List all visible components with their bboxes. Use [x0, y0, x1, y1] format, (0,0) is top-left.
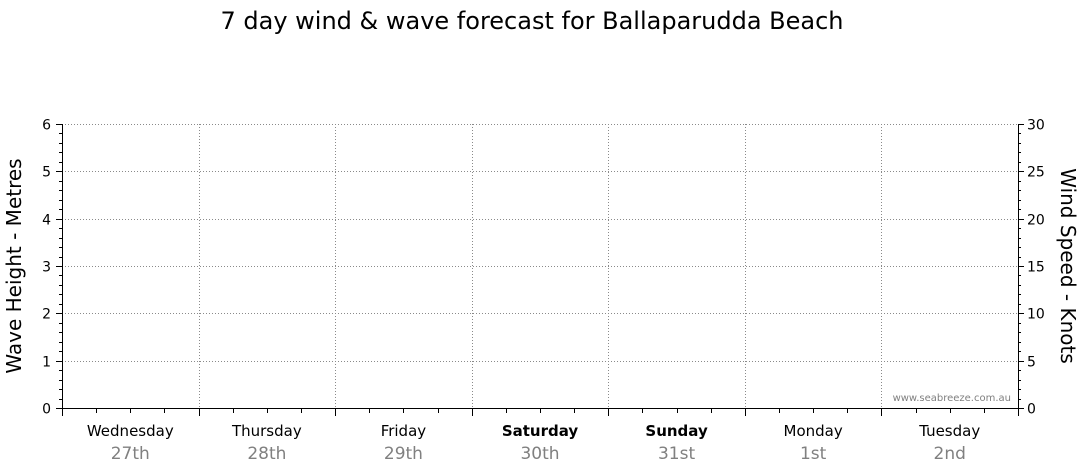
- right-axis-ticks: 0 5 10 15 20 25 30: [1018, 118, 1045, 418]
- grid: [62, 124, 1018, 408]
- left-tick-label: 0: [42, 402, 51, 418]
- right-tick-label: 30: [1027, 118, 1045, 134]
- day-date-label: 28th: [247, 444, 286, 464]
- day-date-label: 29th: [384, 444, 423, 464]
- left-tick-label: 3: [42, 260, 51, 276]
- day-name-label: Monday: [784, 422, 843, 440]
- day-name-label: Sunday: [645, 422, 708, 440]
- left-tick-label: 5: [42, 165, 51, 181]
- day-name-label: Tuesday: [918, 422, 980, 440]
- day-date-label: 30th: [520, 444, 559, 464]
- left-tick-label: 4: [42, 213, 51, 229]
- right-tick-label: 10: [1027, 307, 1045, 323]
- left-tick-label: 2: [42, 307, 51, 323]
- watermark: www.seabreeze.com.au: [893, 393, 1011, 404]
- day-date-label: 2nd: [934, 444, 966, 464]
- right-tick-label: 15: [1027, 260, 1045, 276]
- right-tick-label: 25: [1027, 165, 1045, 181]
- right-tick-label: 0: [1027, 402, 1036, 418]
- day-date-label: 27th: [111, 444, 150, 464]
- right-tick-label: 20: [1027, 213, 1045, 229]
- right-tick-label: 5: [1027, 355, 1036, 371]
- day-name-label: Saturday: [502, 422, 579, 440]
- left-axis-ticks: 0 1 2 3 4 5 6: [42, 118, 62, 418]
- day-date-label: 31st: [658, 444, 695, 464]
- left-axis-label: Wave Height - Metres: [2, 158, 26, 373]
- day-date-label: 1st: [800, 444, 827, 464]
- axes: [62, 124, 1019, 416]
- left-tick-label: 6: [42, 118, 51, 134]
- right-axis-label: Wind Speed - Knots: [1056, 168, 1080, 364]
- day-name-label: Wednesday: [87, 422, 174, 440]
- left-tick-label: 1: [42, 355, 51, 371]
- day-name-label: Thursday: [231, 422, 302, 440]
- day-name-label: Friday: [381, 422, 427, 440]
- day-labels: Wednesday 27th Thursday 28th Friday 29th Satur…: [87, 422, 980, 464]
- chart-title: 7 day wind & wave forecast for Ballaparu…: [220, 7, 843, 35]
